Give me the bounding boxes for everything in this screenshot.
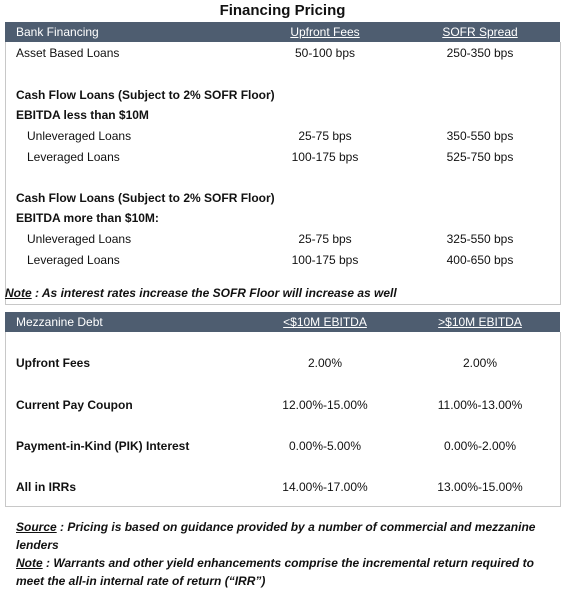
note: Note : As interest rates increase the SO… xyxy=(5,284,545,302)
value-cell: 325-550 bps xyxy=(446,232,514,246)
header-cell: SOFR Spread xyxy=(442,25,518,39)
value-cell: 50-100 bps xyxy=(294,46,356,60)
row-label: Payment-in-Kind (PIK) Interest xyxy=(16,439,190,453)
row-label: Leveraged Loans xyxy=(27,253,120,267)
value-cell: 11.00%-13.00% xyxy=(437,398,523,412)
footnote-label: Source xyxy=(16,520,57,534)
value-cell: 0.00%-5.00% xyxy=(288,439,362,453)
value-cell: 525-750 bps xyxy=(446,150,514,164)
value-cell: 2.00% xyxy=(462,356,498,370)
row-label: Upfront Fees xyxy=(16,356,91,370)
footnote-text: : Pricing is based on guidance provided … xyxy=(16,520,536,552)
header-cell: Bank Financing xyxy=(16,25,99,39)
row-label: Leveraged Loans xyxy=(27,150,120,164)
footnote: Source : Pricing is based on guidance pr… xyxy=(16,518,556,554)
value-cell: 400-650 bps xyxy=(446,253,514,267)
bank-table-border xyxy=(5,42,561,305)
row-label: Current Pay Coupon xyxy=(16,398,133,412)
row-label: Cash Flow Loans (Subject to 2% SOFR Floo… xyxy=(16,88,275,102)
row-label: EBITDA more than $10M: xyxy=(16,211,159,225)
row-label: Unleveraged Loans xyxy=(27,232,132,246)
row-label: All in IRRs xyxy=(16,480,77,494)
row-label: EBITDA less than $10M xyxy=(16,108,149,122)
value-cell: 13.00%-15.00% xyxy=(437,480,523,494)
row-label: Cash Flow Loans (Subject to 2% SOFR Floo… xyxy=(16,191,275,205)
header-cell: >$10M EBITDA xyxy=(438,315,522,329)
row-label: Asset Based Loans xyxy=(16,46,120,60)
note-text: : As interest rates increase the SOFR Fl… xyxy=(31,286,397,300)
note-label: Note xyxy=(5,286,32,300)
header-cell: Upfront Fees xyxy=(290,25,360,39)
header-cell: Mezzanine Debt xyxy=(16,315,103,329)
value-cell: 25-75 bps xyxy=(298,129,352,143)
header-cell: <$10M EBITDA xyxy=(283,315,367,329)
value-cell: 25-75 bps xyxy=(298,232,352,246)
value-cell: 2.00% xyxy=(307,356,343,370)
value-cell: 100-175 bps xyxy=(291,253,359,267)
bank-header-bar xyxy=(5,22,560,42)
mezz-table-border xyxy=(5,332,561,507)
title: Financing Pricing xyxy=(219,2,346,19)
value-cell: 250-350 bps xyxy=(446,46,514,60)
value-cell: 0.00%-2.00% xyxy=(443,439,517,453)
mezz-header-bar xyxy=(5,312,560,332)
footnote-label: Note xyxy=(16,556,43,570)
value-cell: 350-550 bps xyxy=(446,129,514,143)
footnote-text: : Warrants and other yield enhancements … xyxy=(16,556,534,588)
footnote: Note : Warrants and other yield enhancem… xyxy=(16,554,556,590)
row-label: Unleveraged Loans xyxy=(27,129,132,143)
value-cell: 12.00%-15.00% xyxy=(282,398,368,412)
value-cell: 100-175 bps xyxy=(291,150,359,164)
value-cell: 14.00%-17.00% xyxy=(282,480,368,494)
